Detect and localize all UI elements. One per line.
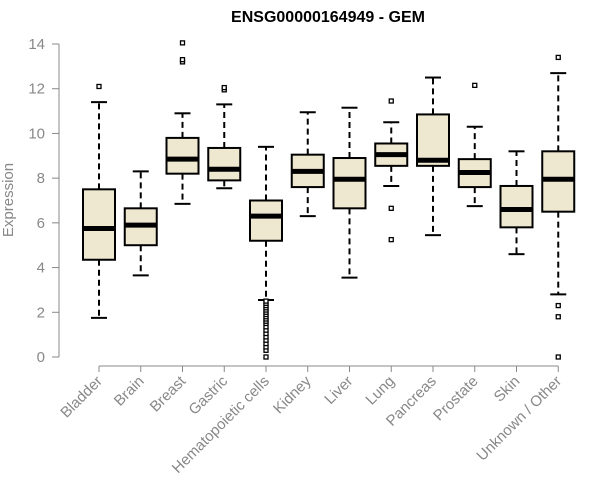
outlier-point xyxy=(388,236,394,243)
box-unknown-other xyxy=(541,54,576,360)
outlier-point xyxy=(221,84,227,91)
box-hematopoietic-cells xyxy=(249,145,283,360)
iqr-box xyxy=(165,136,200,175)
x-tick-label: Kidney xyxy=(270,372,315,417)
box-pancreas xyxy=(416,76,450,237)
box-liver xyxy=(332,106,367,279)
x-tick-label: Bladder xyxy=(57,373,106,422)
outlier-point xyxy=(179,57,186,63)
outlier-point xyxy=(263,354,269,360)
box-gastric xyxy=(207,84,242,190)
box-kidney xyxy=(290,111,325,218)
box-bladder xyxy=(82,83,116,319)
box-prostate xyxy=(457,82,492,208)
outlier-point xyxy=(472,82,478,89)
outlier-point xyxy=(263,298,269,304)
y-tick-label: 4 xyxy=(37,260,45,277)
box-skin xyxy=(499,150,534,256)
y-axis-label: Expression xyxy=(0,163,17,237)
y-tick-label: 6 xyxy=(37,215,45,232)
y-tick-label: 10 xyxy=(28,125,45,142)
x-tick-label: Prostate xyxy=(430,373,482,425)
y-tick-label: 0 xyxy=(37,349,45,366)
y-tick-label: 12 xyxy=(28,81,45,98)
chart-title: ENSG00000164949 - GEM xyxy=(231,9,425,26)
y-tick-label: 2 xyxy=(37,304,45,321)
outlier-point xyxy=(555,302,561,309)
outlier-point xyxy=(388,98,394,104)
x-tick-label: Liver xyxy=(321,373,356,408)
y-tick-label: 8 xyxy=(37,170,45,187)
outlier-point xyxy=(555,54,561,61)
x-tick-label: Skin xyxy=(491,373,524,406)
outlier-point xyxy=(179,40,186,46)
iqr-box xyxy=(82,188,116,261)
y-tick-label: 14 xyxy=(28,36,45,53)
x-tick-label: Breast xyxy=(147,372,190,415)
iqr-box xyxy=(249,199,283,242)
iqr-box xyxy=(499,184,534,229)
iqr-box xyxy=(332,157,367,210)
y-axis: 0 2 4 6 8 10 12 14 xyxy=(28,36,60,366)
iqr-box xyxy=(207,146,242,182)
outlier-point xyxy=(555,314,561,320)
outlier-point xyxy=(388,205,394,211)
outlier-point xyxy=(555,354,561,360)
iqr-box xyxy=(416,113,450,167)
x-tick-label: Lung xyxy=(362,373,398,409)
box-series xyxy=(82,40,576,360)
outlier-point xyxy=(96,83,102,90)
box-lung xyxy=(374,98,409,243)
box-breast xyxy=(165,40,200,205)
box-brain xyxy=(123,170,158,277)
x-tick-label: Brain xyxy=(111,373,148,410)
